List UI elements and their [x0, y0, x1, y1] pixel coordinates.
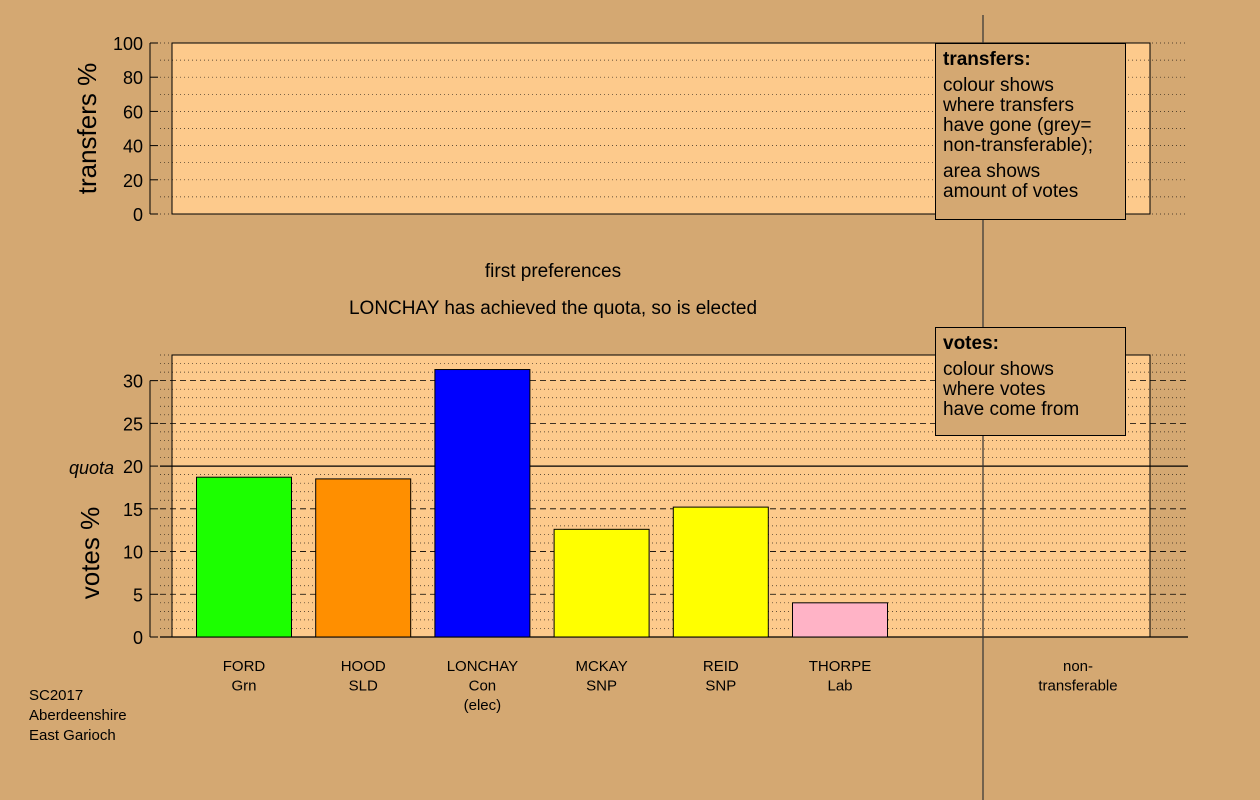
- votes-legend-line: colour shows: [943, 359, 1054, 380]
- non-transferable-label: non-: [1063, 658, 1093, 675]
- transfers-axis-title: transfers %: [72, 63, 102, 195]
- bar-hood: [315, 478, 412, 638]
- transfers-tick-label: 20: [123, 171, 143, 191]
- quota-label: quota: [69, 458, 114, 478]
- election-footer: SC2017 Aberdeenshire East Garioch: [29, 686, 127, 746]
- votes-tick-label: 25: [123, 414, 143, 434]
- candidate-label: Con: [469, 678, 497, 695]
- transfers-legend-line: area shows: [943, 161, 1041, 182]
- transfers-tick-label: 40: [123, 137, 143, 157]
- candidate-label: MCKAY: [575, 658, 627, 675]
- votes-tick-label: 5: [133, 585, 143, 605]
- candidate-label: REID: [703, 658, 739, 675]
- bar-ford: [196, 476, 292, 638]
- transfers-legend-line: non-transferable);: [943, 135, 1093, 156]
- candidate-label: THORPE: [809, 658, 872, 675]
- transfers-tick-label: 80: [123, 68, 143, 88]
- votes-legend-line: where votes: [943, 379, 1046, 400]
- non-transferable-label: transferable: [1038, 678, 1117, 695]
- transfers-tick-label: 100: [113, 34, 143, 54]
- candidate-label: HOOD: [341, 658, 386, 675]
- candidate-label: SNP: [705, 678, 736, 695]
- election-status: LONCHAY has achieved the quota, so is el…: [349, 298, 757, 319]
- transfers-legend: transfers: colour shows where transfers …: [935, 43, 1126, 220]
- transfers-legend-title: transfers:: [943, 49, 1031, 70]
- votes-axis-title: votes %: [75, 507, 105, 600]
- bar-reid: [672, 506, 769, 638]
- votes-tick-label: 10: [123, 543, 143, 563]
- candidate-label: LONCHAY: [447, 658, 518, 675]
- election-id: SC2017: [29, 687, 84, 704]
- votes-legend-title: votes:: [943, 333, 999, 354]
- transfers-legend-line: have gone (grey=: [943, 115, 1092, 136]
- bar-lonchay: [434, 369, 531, 638]
- bar-thorpe: [792, 602, 888, 638]
- ward-name: East Garioch: [29, 727, 116, 744]
- transfers-legend-line: where transfers: [943, 95, 1074, 116]
- council-name: Aberdeenshire: [29, 707, 127, 724]
- transfers-tick-label: 0: [133, 205, 143, 225]
- candidate-label: SNP: [586, 678, 617, 695]
- votes-tick-label: 15: [123, 500, 143, 520]
- votes-legend-line: have come from: [943, 399, 1080, 420]
- transfers-tick-label: 60: [123, 102, 143, 122]
- candidate-label: (elec): [464, 697, 502, 714]
- votes-tick-label: 20: [123, 457, 143, 477]
- votes-tick-label: 30: [123, 372, 143, 392]
- candidate-label: SLD: [349, 678, 378, 695]
- candidate-label: Lab: [827, 678, 852, 695]
- transfers-legend-line: amount of votes: [943, 181, 1079, 202]
- bar-mckay: [553, 528, 650, 638]
- candidate-label: FORD: [223, 658, 266, 675]
- stage-title: first preferences: [485, 261, 621, 282]
- candidate-label: Grn: [231, 678, 256, 695]
- votes-tick-label: 0: [133, 628, 143, 648]
- votes-legend: votes: colour shows where votes have com…: [935, 327, 1126, 436]
- transfers-legend-line: colour shows: [943, 75, 1054, 96]
